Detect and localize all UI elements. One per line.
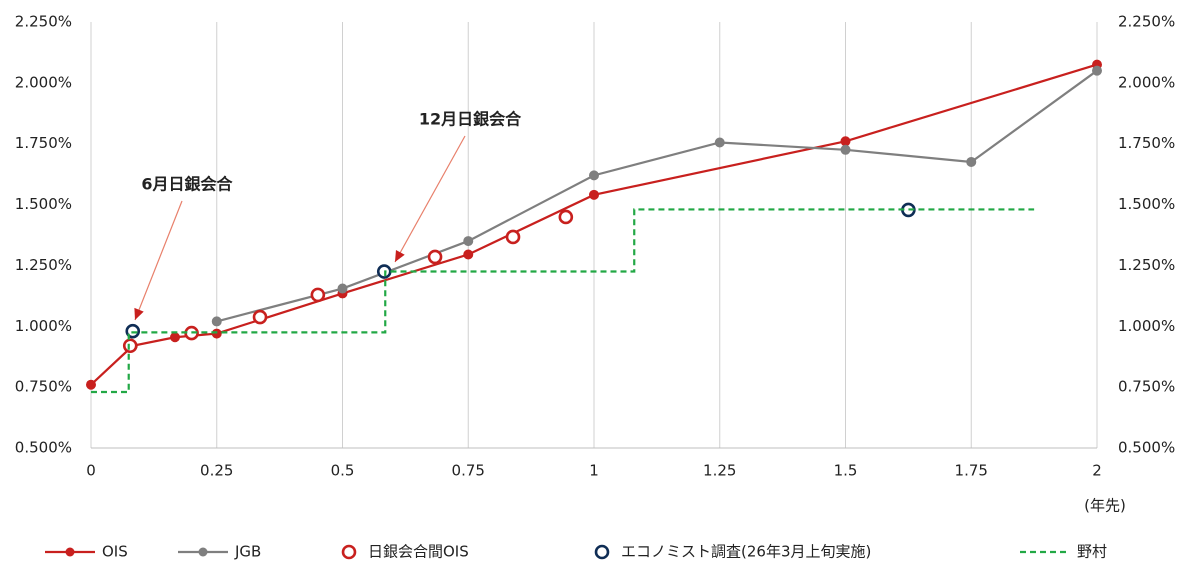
data-point <box>1092 65 1102 76</box>
legend-marker <box>198 547 208 557</box>
legend-marker <box>594 544 610 560</box>
y2-tick-label: 1.750% <box>1118 134 1175 152</box>
series-line <box>91 208 1035 394</box>
data-point <box>211 316 222 327</box>
x-tick-label: 2 <box>1092 462 1102 480</box>
data-point <box>310 287 326 303</box>
annotation-arrowhead <box>395 249 405 262</box>
y-tick-label: 2.250% <box>15 13 72 31</box>
x-tick-label: 1 <box>589 462 599 480</box>
data-point <box>463 236 474 247</box>
legend-label: エコノミスト調査(26年3月上旬実施) <box>621 543 871 561</box>
data-point <box>252 309 268 325</box>
y2-tick-label: 0.500% <box>1118 439 1175 457</box>
x-tick-label: 1.75 <box>955 462 988 480</box>
x-tick-label: 0.25 <box>200 462 233 480</box>
legend-marker <box>65 547 75 557</box>
data-point <box>170 332 181 343</box>
y2-tick-label: 1.000% <box>1118 317 1175 335</box>
y2-tick-label: 1.250% <box>1118 256 1175 274</box>
annotation-arrow <box>394 135 466 263</box>
y-tick-label: 1.500% <box>15 195 72 213</box>
legend-label: 野村 <box>1077 543 1107 561</box>
data-point <box>86 379 96 390</box>
data-point <box>558 209 574 225</box>
x-tick-label: 0.75 <box>452 462 485 480</box>
annotation: 12月日銀会合 <box>419 110 522 129</box>
legend-label: 日銀会合間OIS <box>368 543 469 561</box>
y-tick-label: 1.250% <box>15 256 72 274</box>
legend-label: JGB <box>234 543 261 561</box>
data-point <box>122 338 138 354</box>
x-tick-label: 0 <box>86 462 96 480</box>
annotation: 6月日銀会合 <box>141 175 233 194</box>
data-point <box>840 136 851 147</box>
y2-tick-label: 2.000% <box>1118 73 1175 91</box>
y-tick-label: 1.000% <box>15 317 72 335</box>
legend-marker <box>341 544 357 560</box>
x-tick-label: 0.5 <box>331 462 355 480</box>
x-tick-label: 1.25 <box>703 462 736 480</box>
annotation-arrowhead <box>134 307 144 320</box>
legend-label: OIS <box>102 543 128 561</box>
data-point <box>840 144 851 155</box>
x-tick-label: 1.5 <box>834 462 858 480</box>
y2-tick-label: 1.500% <box>1118 195 1175 213</box>
data-point <box>463 249 474 260</box>
data-point <box>211 328 222 339</box>
data-point <box>966 156 977 167</box>
y-tick-label: 0.500% <box>15 439 72 457</box>
data-point <box>505 229 521 245</box>
y-tick-label: 0.750% <box>15 378 72 396</box>
series-line <box>216 69 1098 323</box>
data-point <box>589 170 599 181</box>
y-tick-label: 1.750% <box>15 134 72 152</box>
y-tick-label: 2.000% <box>15 73 72 91</box>
x-axis-label: (年先) <box>1084 497 1126 515</box>
data-point <box>337 283 348 294</box>
y2-tick-label: 2.250% <box>1118 13 1175 31</box>
data-point <box>427 249 443 265</box>
data-point <box>714 137 725 148</box>
y2-tick-label: 0.750% <box>1118 378 1175 396</box>
annotation-arrow <box>134 200 183 321</box>
data-point <box>589 189 599 200</box>
